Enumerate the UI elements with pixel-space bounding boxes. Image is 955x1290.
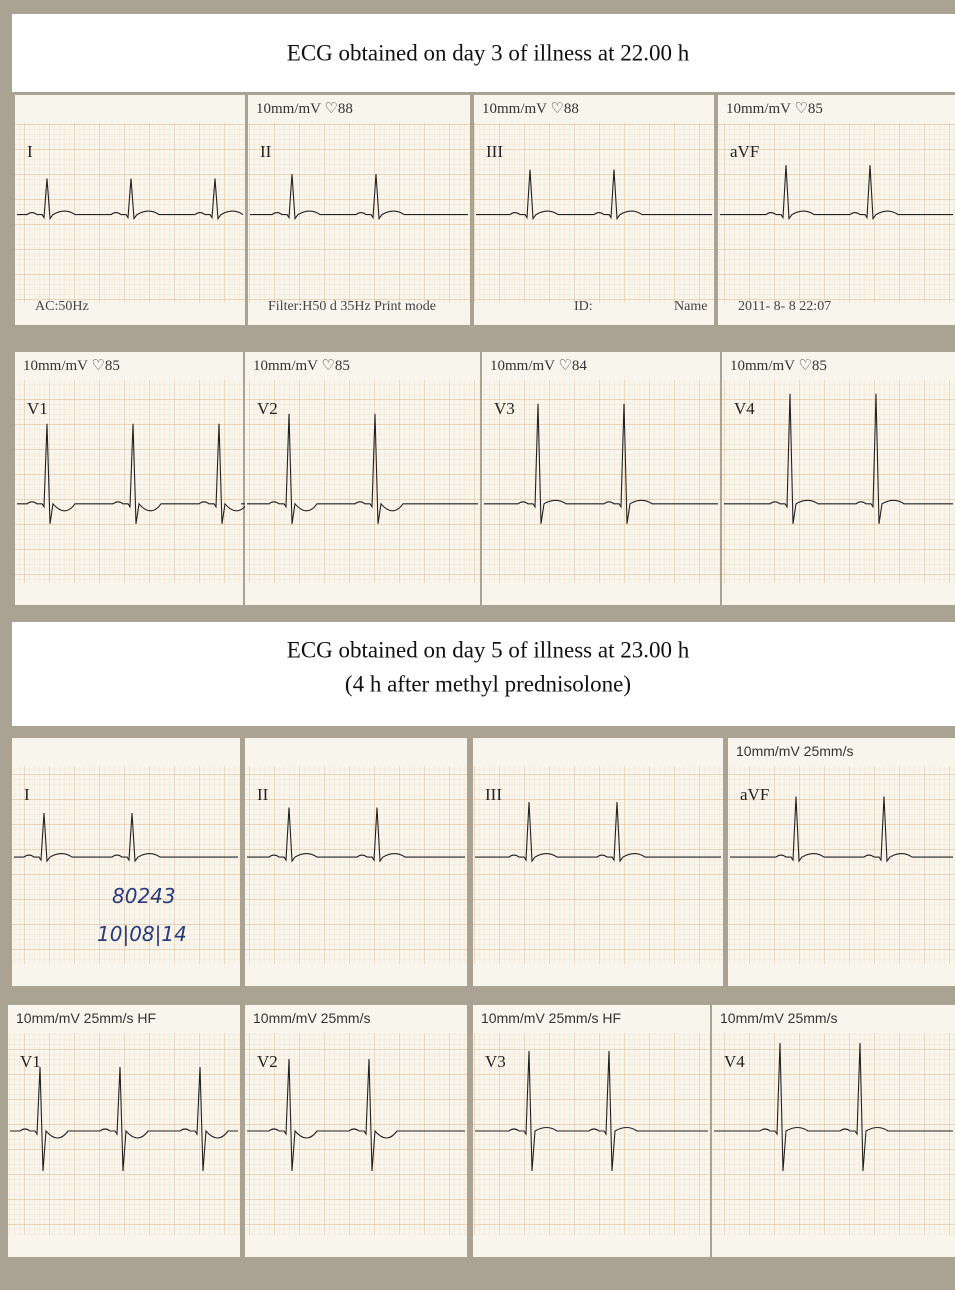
ecg-strip: 10mm/mV 25mm/s V4 (712, 1005, 955, 1257)
strip-header: 10mm/mV ♡84 (490, 358, 587, 374)
ecg-trace (724, 393, 953, 524)
ecg-trace (247, 413, 478, 524)
ecg-trace (17, 178, 244, 221)
ecg-strip: 10mm/mV ♡88 III ID: Name (474, 95, 714, 325)
lead-label: I (24, 785, 30, 804)
ecg-strip: 10mm/mV 25mm/s HF V1 (8, 1005, 240, 1257)
strip-grid (15, 380, 243, 583)
ecg-strip: 10mm/mV ♡85 V4 (722, 352, 955, 605)
lead-label: V4 (734, 399, 755, 418)
ecg-trace (714, 1042, 953, 1172)
ecg-strip: 10mm/mV ♡84 V3 (482, 352, 720, 605)
lead-label: V3 (485, 1052, 506, 1071)
caption: ECG obtained on day 3 of illness at 22.0… (287, 40, 690, 65)
strip-grid (482, 380, 720, 583)
lead-label: V2 (257, 1052, 278, 1071)
strip-header: 10mm/mV ♡88 (482, 101, 579, 117)
ecg-trace (720, 165, 953, 221)
strip-header: 10mm/mV 25mm/s (736, 743, 853, 759)
ecg-trace (730, 796, 953, 863)
strip-note: Filter:H50 d 35Hz Print mode (268, 299, 436, 314)
strip-header: 10mm/mV ♡85 (726, 101, 823, 117)
ecg-trace (247, 807, 465, 863)
strip-grid (474, 123, 714, 303)
lead-label: aVF (730, 142, 759, 161)
strip-grid (245, 380, 480, 583)
strip-note: ID: (574, 299, 593, 314)
ecg-trace (475, 1050, 708, 1172)
strip-header: 10mm/mV ♡85 (23, 358, 120, 374)
caption-box (12, 14, 955, 92)
strip-note: AC:50Hz (35, 299, 89, 314)
ecg-trace (250, 174, 468, 221)
strip-grid (718, 123, 955, 303)
lead-label: V2 (257, 399, 278, 418)
caption: (4 h after methyl prednisolone) (345, 671, 631, 696)
strip-grid (245, 1033, 467, 1235)
strip-header: 10mm/mV 25mm/s HF (16, 1010, 156, 1026)
ecg-trace (247, 1058, 465, 1172)
strip-header: 10mm/mV ♡88 (256, 101, 353, 117)
ecg-strip: 10mm/mV ♡85 aVF 2011- 8- 8 22:07 (718, 95, 955, 325)
lead-label: I (27, 142, 33, 161)
handwriting: 10|08|14 (97, 922, 187, 946)
strip-header: 10mm/mV 25mm/s HF (481, 1010, 621, 1026)
ecg-strip: 10mm/mV ♡88 II Filter:H50 d 35Hz Print mod… (248, 95, 470, 325)
ecg-strip: III (473, 738, 723, 986)
caption: ECG obtained on day 5 of illness at 23.0… (287, 637, 690, 662)
strip-grid (728, 766, 955, 964)
ecg-trace (14, 813, 238, 863)
handwriting: 80243 (112, 884, 176, 908)
strip-grid (712, 1033, 955, 1235)
strip-header: 10mm/mV 25mm/s (253, 1010, 370, 1026)
lead-label: V3 (494, 399, 515, 418)
ecg-trace (10, 1066, 238, 1172)
ecg-strip: I AC:50Hz (15, 95, 245, 325)
strip-note: Name (674, 299, 707, 314)
ecg-strip: I 80243 10|08|14 (12, 738, 240, 986)
ecg-strip: 10mm/mV 25mm/s HF V3 (473, 1005, 710, 1257)
strip-grid (473, 1033, 710, 1235)
ecg-strip: II (245, 738, 467, 986)
strip-grid (473, 766, 723, 964)
lead-label: II (260, 142, 272, 161)
ecg-strip: 10mm/mV ♡85 V2 (245, 352, 480, 605)
lead-label: V4 (724, 1052, 745, 1071)
lead-label: V1 (20, 1052, 41, 1071)
strip-grid (722, 380, 955, 583)
lead-label: aVF (740, 785, 769, 804)
strip-header: 10mm/mV ♡85 (730, 358, 827, 374)
caption-box (12, 622, 955, 726)
lead-label: III (485, 785, 502, 804)
ecg-trace (484, 403, 718, 524)
strip-grid (12, 766, 240, 964)
lead-label: V1 (27, 399, 48, 418)
strip-header: 10mm/mV 25mm/s (720, 1010, 837, 1026)
strip-grid (245, 766, 467, 964)
strip-note: 2011- 8- 8 22:07 (738, 299, 831, 314)
lead-label: II (257, 785, 269, 804)
strip-header: 10mm/mV ♡85 (253, 358, 350, 374)
strip-grid (8, 1033, 240, 1235)
ecg-strip: 10mm/mV 25mm/s aVF (728, 738, 955, 986)
strip-grid (15, 123, 245, 303)
lead-label: III (486, 142, 503, 161)
ecg-trace (17, 423, 249, 524)
ecg-trace (475, 802, 721, 863)
ecg-strip: 10mm/mV ♡85 V1 (15, 352, 249, 605)
ecg-trace (476, 169, 712, 221)
ecg-strip: 10mm/mV 25mm/s V2 (245, 1005, 467, 1257)
